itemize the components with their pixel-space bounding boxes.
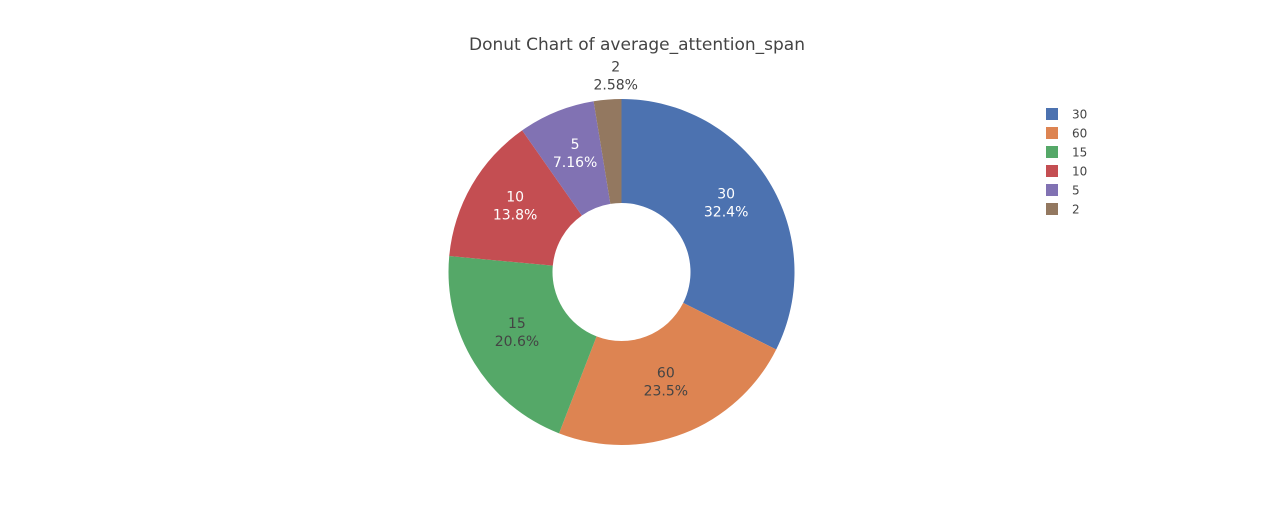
legend-label-5[interactable]: 5	[1072, 184, 1080, 198]
slice-percent-2: 2.58%	[593, 78, 637, 94]
legend-label-30[interactable]: 30	[1072, 108, 1087, 122]
chart-title: Donut Chart of average_attention_span	[469, 35, 805, 55]
slice-percent-10: 13.8%	[493, 207, 537, 223]
legend-swatch-60[interactable]	[1046, 127, 1058, 139]
legend-swatch-15[interactable]	[1046, 146, 1058, 158]
slice-labels: 30 32.4% 60 23.5% 15 20.6% 10 13.8% 5 7.16% 2 2.58%	[493, 60, 749, 400]
legend-swatch-5[interactable]	[1046, 184, 1058, 196]
slice-10[interactable]	[449, 130, 582, 266]
slice-label-2: 2	[611, 60, 620, 76]
slice-30[interactable]	[621, 99, 795, 350]
slice-15[interactable]	[448, 256, 597, 434]
legend-swatch-10[interactable]	[1046, 165, 1058, 177]
slice-5[interactable]	[522, 101, 611, 216]
slice-60[interactable]	[559, 302, 777, 445]
legend-label-60[interactable]: 60	[1072, 127, 1087, 141]
slice-percent-30: 32.4%	[704, 204, 748, 220]
donut-slices	[448, 99, 795, 445]
slice-label-5: 5	[571, 137, 580, 153]
legend: 30 60 15 10 5 2	[1046, 108, 1087, 217]
slice-percent-15: 20.6%	[495, 334, 539, 350]
legend-swatch-2[interactable]	[1046, 203, 1058, 215]
slice-label-15: 15	[508, 316, 526, 332]
legend-label-15[interactable]: 15	[1072, 146, 1087, 160]
legend-label-2[interactable]: 2	[1072, 203, 1080, 217]
slice-percent-5: 7.16%	[553, 155, 597, 171]
legend-swatch-30[interactable]	[1046, 108, 1058, 120]
slice-percent-60: 23.5%	[644, 384, 688, 400]
slice-label-10: 10	[506, 189, 524, 205]
slice-label-60: 60	[657, 366, 675, 382]
slice-label-30: 30	[717, 186, 735, 202]
slice-2[interactable]	[593, 99, 622, 204]
legend-label-10[interactable]: 10	[1072, 165, 1087, 179]
